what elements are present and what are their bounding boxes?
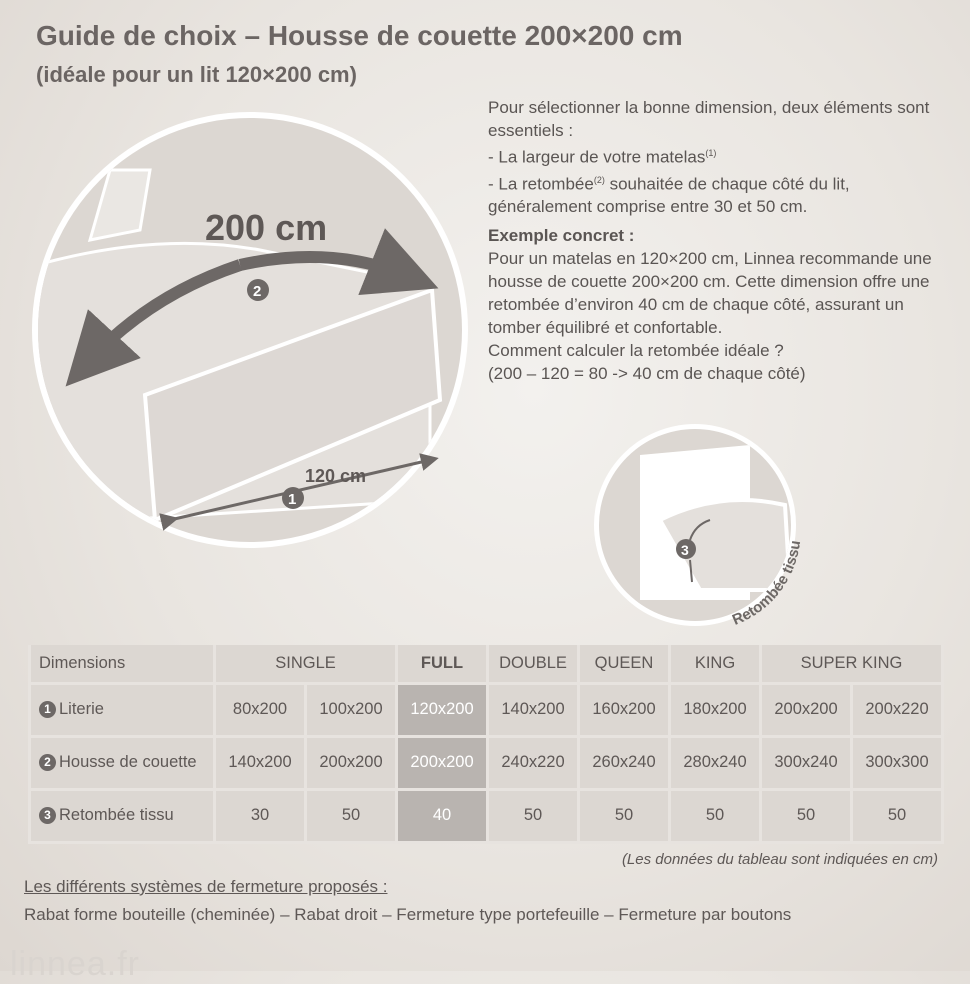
table-cell: 200x200	[304, 734, 398, 791]
table-cell: 50	[304, 787, 398, 844]
table-cell: 280x240	[668, 734, 762, 791]
table-cell: 180x200	[668, 681, 762, 738]
table-cell: 30	[213, 787, 307, 844]
calc-question: Comment calculer la retombée idéale ?	[488, 341, 784, 361]
item-text: - La largeur de votre matelas	[488, 147, 706, 167]
table-note: (Les données du tableau sont indiquées e…	[621, 851, 938, 868]
table-cell: 50	[668, 787, 762, 844]
table-row: 1 Literie 80x200 100x200 120x200 140x200 160x2…	[28, 681, 944, 738]
row-label-text: Housse de couette	[59, 753, 197, 771]
table-cell: 50	[486, 787, 580, 844]
table-cell: 200x200	[395, 734, 489, 791]
table-cell: 50	[759, 787, 853, 844]
badge-1	[282, 487, 304, 509]
table-cell: 120x200	[395, 681, 489, 738]
table-cell: 260x240	[577, 734, 671, 791]
width-arrow-left	[65, 259, 242, 387]
badge-icon: 1	[39, 701, 56, 718]
row-label-text: Retombée tissu	[59, 806, 174, 824]
intro-item-1: - La largeur de votre matelas(1)	[488, 142, 958, 169]
column-header: SINGLE	[213, 645, 398, 685]
table-cell: 300x300	[850, 734, 944, 791]
row-label: 1 Literie	[28, 681, 216, 738]
example-heading: Exemple concret :	[488, 226, 635, 246]
page-title: Guide de choix – Housse de couette 200×2…	[36, 20, 683, 51]
intro-text: Pour sélectionner la bonne dimension, de…	[488, 96, 958, 385]
column-header: Dimensions	[28, 645, 216, 685]
table-cell: 200x200	[759, 681, 853, 738]
badge-icon: 3	[39, 807, 56, 824]
item-text: souhaitée de chaque côté du lit, général…	[488, 174, 850, 217]
closures-heading: Les différents systèmes de fermeture pro…	[24, 877, 388, 896]
bed-label: 120 cm	[305, 466, 366, 486]
logo-watermark: linnea.fr	[10, 945, 140, 983]
column-header: FULL	[395, 645, 489, 685]
column-header: QUEEN	[577, 645, 671, 685]
table-cell: 40	[395, 787, 489, 844]
badge-3-text: 3	[681, 542, 689, 558]
column-header: DOUBLE	[486, 645, 580, 685]
table-row: 2 Housse de couette 140x200 200x200 200x200 2…	[28, 734, 944, 791]
table-cell: 50	[850, 787, 944, 844]
badge-1-text: 1	[288, 491, 296, 508]
intro-item-2: - La retombée(2) souhaitée de chaque côt…	[488, 169, 958, 219]
table-header-row: Dimensions SINGLE FULL DOUBLE QUEEN KING…	[28, 645, 944, 685]
drop-diagram: 3 Retombée tissu	[594, 424, 804, 629]
item-text: - La retombée	[488, 174, 594, 194]
footnote: (1)	[705, 148, 717, 158]
size-table: Dimensions SINGLE FULL DOUBLE QUEEN KING…	[28, 645, 944, 844]
badge-icon: 2	[39, 754, 56, 771]
badge-2	[247, 279, 269, 301]
bed-diagram: 200 cm 2 120 cm 1	[32, 112, 468, 548]
table-cell: 140x200	[213, 734, 307, 791]
table-cell: 100x200	[304, 681, 398, 738]
example-text: Pour un matelas en 120×200 cm, Linnea re…	[488, 249, 932, 338]
table-cell: 80x200	[213, 681, 307, 738]
closures-list: Rabat forme bouteille (cheminée) – Rabat…	[24, 905, 792, 924]
column-header: KING	[668, 645, 762, 685]
table-cell: 50	[577, 787, 671, 844]
table-cell: 140x200	[486, 681, 580, 738]
table-row: 3 Retombée tissu 30 50 40 50 50 50 50 50	[28, 787, 944, 844]
table-cell: 200x220	[850, 681, 944, 738]
badge-2-text: 2	[253, 283, 261, 300]
table-cell: 240x220	[486, 734, 580, 791]
table-cell: 160x200	[577, 681, 671, 738]
calc-formula: (200 – 120 = 80 -> 40 cm de chaque côté)	[488, 364, 806, 384]
row-label: 3 Retombée tissu	[28, 787, 216, 844]
width-arrow	[238, 228, 439, 296]
intro-line: Pour sélectionner la bonne dimension, de…	[488, 98, 930, 140]
row-label: 2 Housse de couette	[28, 734, 216, 791]
footnote: (2)	[593, 174, 605, 185]
table-cell: 300x240	[759, 734, 853, 791]
column-header: SUPER KING	[759, 645, 944, 685]
width-label: 200 cm	[205, 207, 327, 248]
page-subtitle: (idéale pour un lit 120×200 cm)	[36, 62, 357, 87]
row-label-text: Literie	[59, 700, 104, 718]
